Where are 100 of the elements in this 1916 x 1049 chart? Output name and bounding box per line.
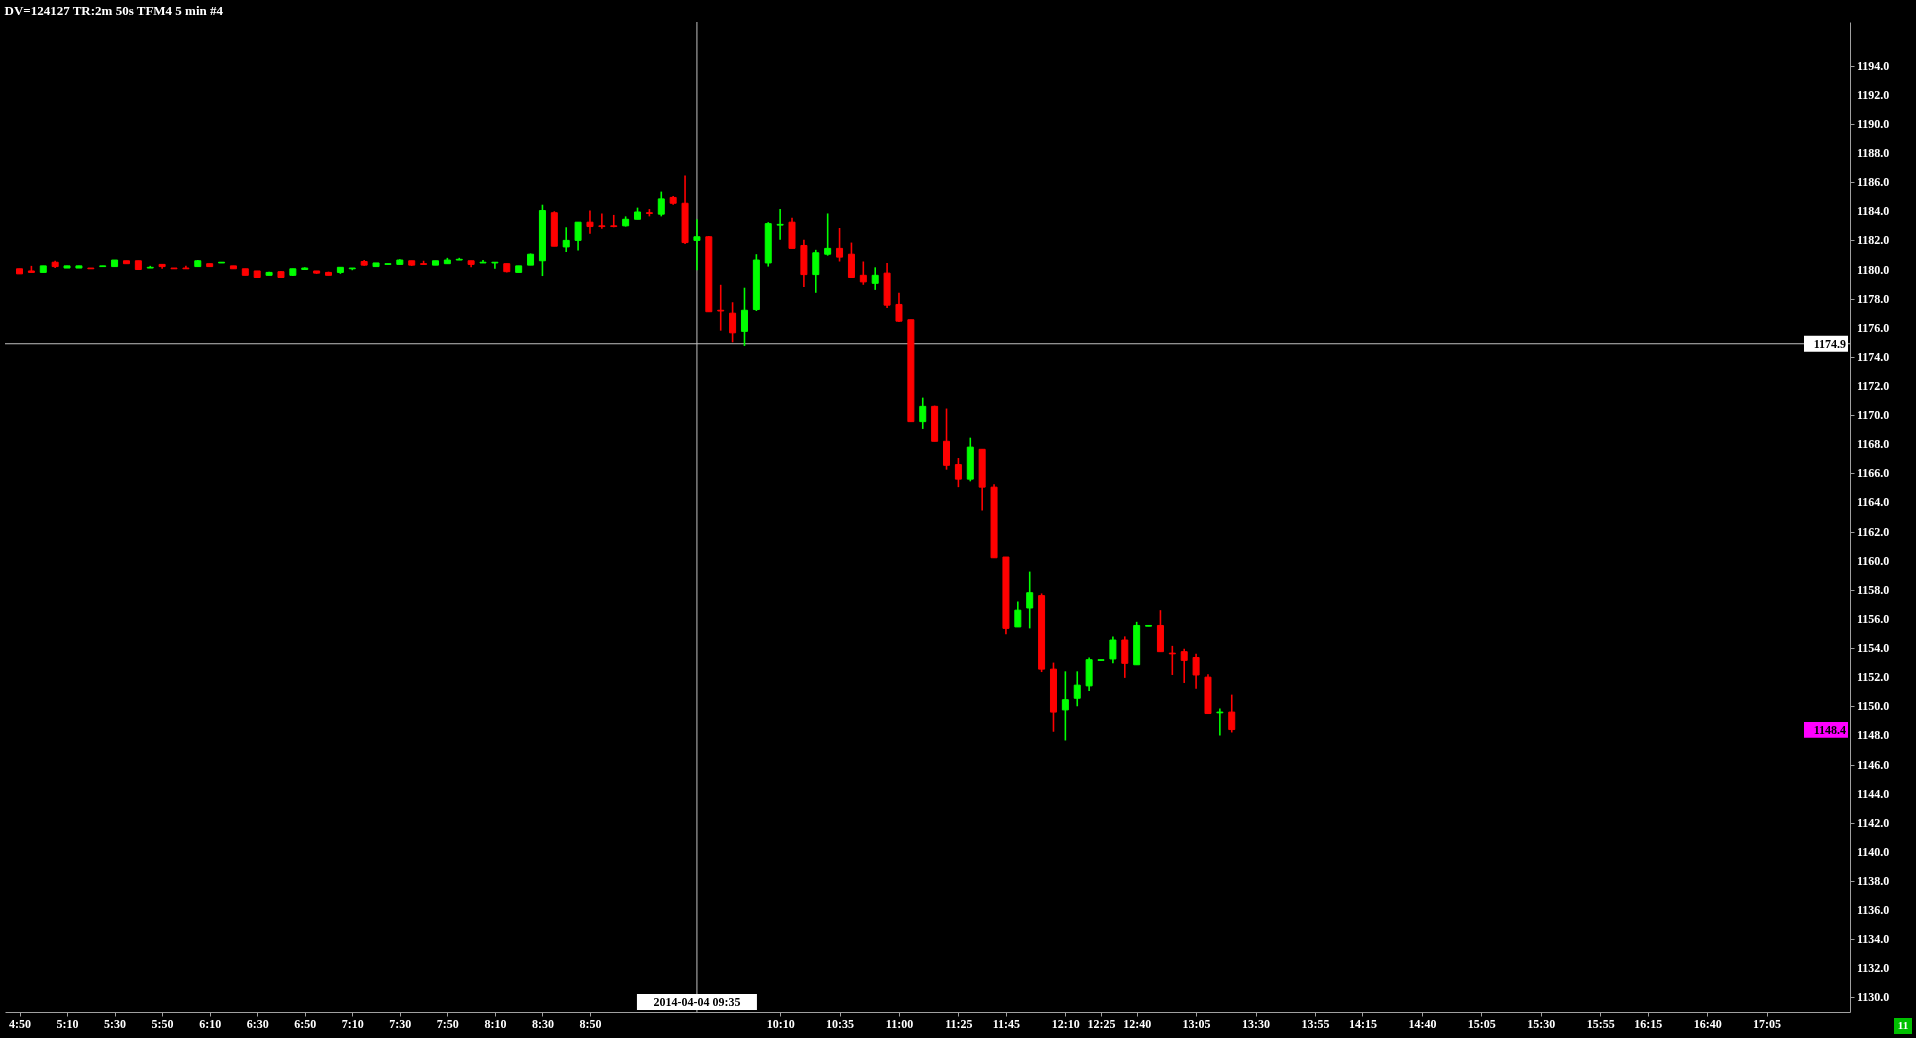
y-tick-label: 1156.0 <box>1857 611 1890 626</box>
candlestick <box>1026 570 1034 630</box>
x-tick-label: 10:10 <box>766 1016 795 1031</box>
x-tick-label: 12:10 <box>1051 1016 1080 1031</box>
chart-title: DV=124127 TR:2m 50s TFM4 5 min #4 <box>4 2 224 18</box>
candlestick <box>610 214 618 229</box>
x-tick-label: 7:10 <box>341 1016 364 1031</box>
x-tick-label: 15:30 <box>1527 1016 1556 1031</box>
candlestick <box>847 241 855 279</box>
candlestick <box>598 212 606 230</box>
y-tick-label: 1178.0 <box>1857 291 1890 306</box>
x-tick-label: 6:30 <box>246 1016 269 1031</box>
candlestick <box>812 249 820 294</box>
y-tick-label: 1182.0 <box>1857 233 1890 248</box>
x-tick-label: 5:30 <box>104 1016 127 1031</box>
x-tick-label: 10:35 <box>826 1016 855 1031</box>
y-tick-label: 1134.0 <box>1857 932 1890 947</box>
x-tick-label: 7:50 <box>436 1016 459 1031</box>
y-tick-label: 1130.0 <box>1857 990 1890 1005</box>
x-tick-label: 5:50 <box>151 1016 174 1031</box>
x-tick-label: 16:15 <box>1634 1016 1663 1031</box>
x-tick-label: 16:40 <box>1693 1016 1722 1031</box>
candlestick <box>1109 635 1117 665</box>
x-tick-label: 11:45 <box>992 1016 1021 1031</box>
y-tick-label: 1140.0 <box>1857 844 1890 859</box>
y-tick-label: 1172.0 <box>1857 378 1890 393</box>
y-tick-label: 1158.0 <box>1857 582 1890 597</box>
candlestick <box>574 221 582 252</box>
candlestick <box>717 283 725 332</box>
y-tick-label: 1174.0 <box>1857 349 1890 364</box>
candlestick <box>657 190 665 218</box>
x-tick-label: 15:05 <box>1467 1016 1496 1031</box>
y-tick-label: 1144.0 <box>1857 786 1890 801</box>
x-tick-label: 15:55 <box>1586 1016 1615 1031</box>
y-tick-label: 1142.0 <box>1857 815 1890 830</box>
y-tick-label: 1188.0 <box>1857 146 1890 161</box>
x-tick-label: 12:40 <box>1123 1016 1152 1031</box>
x-tick-label: 11:00 <box>885 1016 914 1031</box>
candlestick <box>859 260 867 286</box>
candlestick <box>693 218 701 272</box>
y-tick-label: 1184.0 <box>1857 204 1890 219</box>
candlestick <box>1192 653 1200 690</box>
candlestick <box>1216 707 1224 737</box>
y-tick-label: 1176.0 <box>1857 320 1890 335</box>
x-tick-label: 8:30 <box>531 1016 554 1031</box>
y-tick-label: 1186.0 <box>1857 175 1890 190</box>
annotation: 1148.4 <box>1813 722 1846 737</box>
y-tick-label: 1160.0 <box>1857 553 1890 568</box>
x-tick-label: 8:10 <box>484 1016 507 1031</box>
candlestick <box>1014 600 1022 628</box>
candlestick <box>871 266 879 291</box>
candlestick <box>1061 670 1069 742</box>
x-tick-label: 8:50 <box>579 1016 602 1031</box>
y-tick-label: 1180.0 <box>1857 262 1890 277</box>
candlestick <box>586 209 594 235</box>
candlestick <box>776 208 784 241</box>
y-tick-label: 1170.0 <box>1857 408 1890 423</box>
x-tick-label: 6:10 <box>199 1016 222 1031</box>
x-tick-label: 11:25 <box>945 1016 973 1031</box>
y-tick-label: 1154.0 <box>1857 641 1890 656</box>
candlestick <box>1121 635 1129 679</box>
x-tick-label: 4:50 <box>9 1016 32 1031</box>
candlestick <box>836 227 844 263</box>
candlestick <box>491 261 499 270</box>
x-tick-label: 14:15 <box>1348 1016 1377 1031</box>
y-tick-label: 1166.0 <box>1857 466 1890 481</box>
y-tick-label: 1168.0 <box>1857 437 1890 452</box>
candlestick <box>562 226 570 253</box>
x-tick-label: 6:50 <box>294 1016 317 1031</box>
x-tick-label: 7:30 <box>389 1016 412 1031</box>
y-tick-label: 1150.0 <box>1857 699 1890 714</box>
x-tick-label: 12:25 <box>1087 1016 1116 1031</box>
y-tick-label: 1162.0 <box>1857 524 1890 539</box>
ref-line-label: 1174.9 <box>1813 336 1846 351</box>
x-tick-label: 14:40 <box>1408 1016 1437 1031</box>
candlestick <box>1168 645 1176 676</box>
candlestick <box>740 286 748 347</box>
candlestick <box>1228 693 1236 734</box>
y-tick-label: 1192.0 <box>1857 87 1890 102</box>
y-tick-label: 1132.0 <box>1857 961 1890 976</box>
x-tick-label: 13:05 <box>1182 1016 1211 1031</box>
candlestick <box>729 301 737 344</box>
candlestick <box>1180 647 1188 684</box>
y-tick-label: 1190.0 <box>1857 116 1890 131</box>
y-tick-label: 1146.0 <box>1857 757 1890 772</box>
y-tick-label: 1136.0 <box>1857 903 1890 918</box>
y-tick-label: 1194.0 <box>1857 58 1890 73</box>
ref-line-label: 2014-04-04 09:35 <box>653 995 741 1009</box>
y-tick-label: 1138.0 <box>1857 873 1890 888</box>
x-tick-label: 13:55 <box>1301 1016 1330 1031</box>
x-tick-label: 17:05 <box>1753 1016 1782 1031</box>
y-tick-label: 1148.0 <box>1857 728 1890 743</box>
candlestick <box>824 212 832 257</box>
x-tick-label: 13:30 <box>1242 1016 1271 1031</box>
candlestick <box>1073 670 1081 708</box>
y-tick-label: 1164.0 <box>1857 495 1890 510</box>
text: 11 <box>1897 1019 1909 1031</box>
x-tick-label: 5:10 <box>56 1016 79 1031</box>
candlestick <box>895 291 903 323</box>
candlestick <box>954 457 962 488</box>
